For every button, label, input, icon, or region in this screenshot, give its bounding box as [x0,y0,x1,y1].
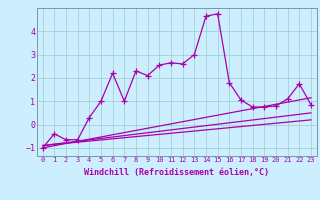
X-axis label: Windchill (Refroidissement éolien,°C): Windchill (Refroidissement éolien,°C) [84,168,269,177]
